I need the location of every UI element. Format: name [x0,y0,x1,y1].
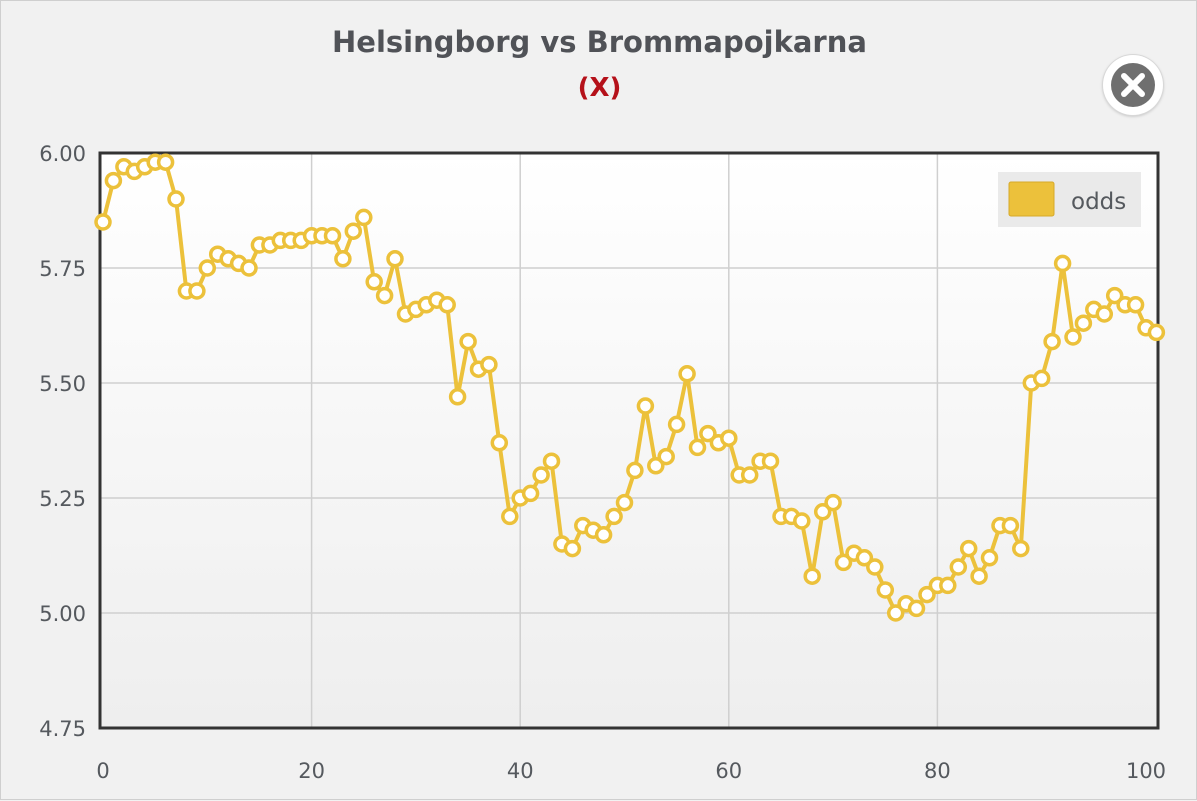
data-point [970,567,988,585]
chart-title: Helsingborg vs Brommapojkarna [332,25,867,59]
data-point [104,171,123,190]
y-tick-label: 5.50 [39,372,86,396]
data-point [240,259,258,277]
x-tick-label: 80 [924,759,951,783]
data-point [501,507,519,526]
data-point [448,388,467,406]
legend: odds [998,172,1141,227]
data-point [813,503,832,521]
data-point [1053,254,1072,273]
data-point [94,213,112,231]
data-point [1001,516,1020,535]
x-tick-label: 100 [1126,759,1166,783]
data-point [761,452,780,470]
data-point [334,250,352,268]
data-point [667,415,686,434]
data-point [626,461,644,480]
data-point [886,604,905,622]
data-point [980,549,999,567]
data-point [949,558,968,576]
data-point [1032,369,1051,388]
chart-subtitle: (X) [577,73,622,103]
data-point [323,227,342,245]
y-tick-label: 5.75 [39,257,86,281]
data-point [375,286,394,305]
x-tick-label: 20 [298,759,325,783]
data-point [803,567,821,585]
data-point [480,355,498,374]
data-point [605,507,623,526]
data-point [386,250,404,268]
data-point [834,553,853,572]
axes: 0 20 40 60 80 100 4.75 5.00 5.25 5.50 5.75 6.00 [39,142,1166,783]
y-tick-label: 6.00 [39,142,86,166]
data-point [1043,332,1061,351]
data-point [1012,539,1030,558]
data-point [594,526,613,544]
data-point [907,599,926,618]
data-point [490,434,509,452]
data-point [167,190,185,208]
data-point [188,282,206,300]
data-point [793,512,811,530]
data-point [688,438,707,457]
data-point [156,153,175,171]
data-point [678,365,696,383]
data-point [720,429,738,447]
data-point [939,576,957,595]
legend-swatch [1008,181,1055,217]
data-point [1126,296,1145,314]
x-tick-label: 0 [96,759,109,783]
data-point [1105,286,1124,305]
data-point [459,332,477,351]
data-point [866,558,884,576]
data-point [438,296,456,314]
data-point [699,424,717,443]
plot-border [98,151,1160,730]
y-tick-label: 5.25 [39,487,86,511]
data-point [1074,314,1093,332]
y-tick-label: 4.75 [39,717,86,741]
data-point [855,549,874,567]
data-point [918,585,936,604]
x-tick-label: 60 [715,759,742,783]
data-point [542,452,561,470]
data-point [1095,305,1114,323]
series-layer [94,153,1166,622]
x-tick-label: 40 [507,759,534,783]
y-tick-label: 5.00 [39,602,86,626]
data-point [1064,328,1082,346]
close-button[interactable] [1103,55,1163,115]
data-point [959,539,978,558]
data-point [647,457,665,475]
legend-label: odds [1071,189,1126,215]
data-point [636,397,655,415]
data-point [824,493,842,512]
data-point [876,581,895,599]
data-point [1147,323,1166,342]
data-point [532,466,550,484]
data-point [563,539,582,558]
data-point [740,466,759,484]
data-point [344,222,363,240]
close-icon [1111,63,1155,107]
data-point [521,484,540,503]
data-point [615,493,634,512]
data-point [355,208,373,227]
data-point [198,259,217,277]
data-point [657,447,675,466]
data-point [365,273,383,291]
